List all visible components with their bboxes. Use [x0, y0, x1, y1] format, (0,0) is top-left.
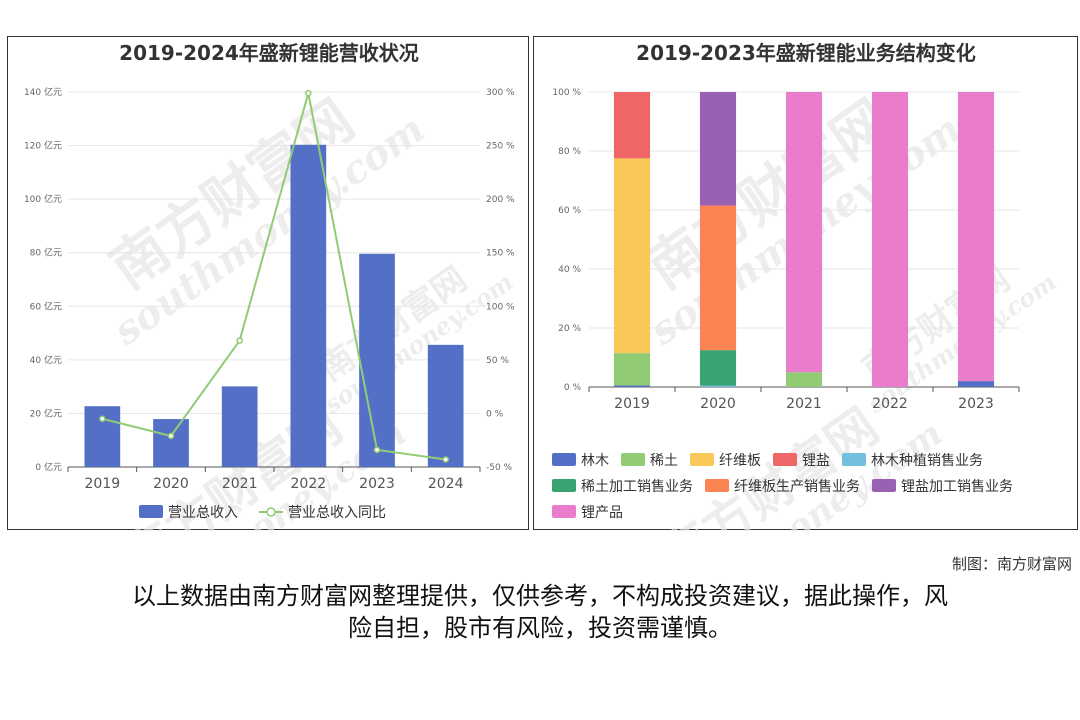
y-right-tick-label: -50 %: [486, 463, 513, 473]
legend-label-yoy: 营业总收入同比: [288, 505, 386, 521]
y-tick-label: 100 %: [552, 88, 581, 98]
bar-segment-2020-6: [699, 205, 737, 351]
y-right-tick-label: 250 %: [486, 142, 515, 152]
x-tick-label: 2022: [872, 396, 908, 412]
y-left-tick-label: 80 亿元: [30, 247, 62, 259]
yoy-point-2024: [442, 456, 449, 463]
bar-segment-2019-2: [613, 158, 651, 354]
bar-2020: [153, 419, 189, 467]
x-tick-label: 2021: [786, 396, 822, 412]
bar-segment-2022-8: [871, 92, 909, 387]
x-tick-label: 2023: [958, 396, 994, 412]
bar-segment-2023-0: [957, 381, 995, 387]
legend-label-3: 锂盐: [802, 453, 830, 469]
disclaimer-line-1: 以上数据由南方财富网整理提供，仅供参考，不构成投资建议，据此操作，风: [132, 582, 948, 610]
legend-swatch-revenue: [139, 505, 163, 518]
revenue-chart: 南方财富网southmoney.com南方财富网southmoney.com南方…: [24, 41, 518, 531]
yoy-point-2021: [236, 337, 243, 344]
bar-segment-2019-3: [613, 92, 651, 159]
chart-credit: 制图：南方财富网: [951, 555, 1072, 573]
y-left-tick-label: 40 亿元: [30, 354, 62, 366]
legend-swatch-1: [621, 453, 645, 466]
legend-label-5: 稀土加工销售业务: [581, 479, 693, 495]
y-left-tick-label: 20 亿元: [30, 407, 62, 419]
legend-swatch-2: [690, 453, 714, 466]
y-left-tick-label: 100 亿元: [24, 193, 62, 205]
y-left-tick-label: 120 亿元: [24, 140, 62, 152]
x-tick-label: 2020: [153, 476, 189, 492]
chart-title: 2019-2023年盛新锂能业务结构变化: [636, 41, 976, 65]
bar-segment-2021-1: [785, 372, 823, 387]
y-right-tick-label: 100 %: [486, 302, 515, 312]
bar-segment-2020-4: [699, 385, 737, 387]
legend-label-revenue: 营业总收入: [168, 505, 238, 521]
legend-swatch-3: [773, 453, 797, 466]
disclaimer: 以上数据由南方财富网整理提供，仅供参考，不构成投资建议，据此操作，风 险自担，股…: [0, 580, 1080, 644]
revenue-chart-panel: 南方财富网southmoney.com南方财富网southmoney.com南方…: [7, 36, 529, 531]
y-right-tick-label: 50 %: [486, 356, 509, 366]
x-tick-label: 2019: [85, 476, 121, 492]
bar-segment-2019-1: [613, 353, 651, 386]
y-left-tick-label: 60 亿元: [30, 300, 62, 312]
bar-2019: [84, 406, 121, 467]
y-tick-label: 40 %: [558, 265, 581, 275]
disclaimer-line-2: 险自担，股市有风险，投资需谨慎。: [348, 614, 732, 642]
y-tick-label: 80 %: [558, 147, 581, 157]
legend-swatch-yoy-dot: [266, 507, 276, 517]
bar-2022: [290, 144, 327, 467]
legend-label-7: 锂盐加工销售业务: [901, 479, 1013, 495]
chart-title: 2019-2024年盛新锂能营收状况: [119, 41, 419, 65]
legend-label-4: 林木种植销售业务: [871, 453, 983, 469]
bar-segment-2023-8: [957, 92, 995, 382]
x-tick-label: 2019: [614, 396, 650, 412]
bar-segment-2020-7: [699, 92, 737, 206]
yoy-point-2019: [99, 415, 106, 423]
y-left-tick-label: 140 亿元: [24, 86, 62, 98]
bar-segment-2020-5: [699, 350, 737, 386]
y-tick-label: 20 %: [558, 324, 581, 334]
legend-label-6: 纤维板生产销售业务: [734, 479, 860, 495]
legend-swatch-4: [842, 453, 866, 466]
y-right-tick-label: 0 %: [486, 409, 504, 419]
business-structure-chart-panel: 南方财富网southmoney.com南方财富网southmoney.com南方…: [533, 36, 1078, 531]
legend-swatch-8: [552, 505, 576, 518]
y-right-tick-label: 150 %: [486, 249, 515, 259]
yoy-point-2022: [305, 89, 312, 97]
y-right-tick-label: 200 %: [486, 195, 515, 205]
x-tick-label: 2020: [700, 396, 736, 412]
bar-2021: [221, 386, 258, 467]
legend-label-1: 稀土: [650, 453, 678, 469]
legend-swatch-0: [552, 453, 576, 466]
legend-swatch-6: [705, 479, 729, 492]
y-right-tick-label: 300 %: [486, 88, 515, 98]
y-tick-label: 0 %: [564, 383, 582, 393]
bar-2023: [359, 253, 395, 467]
x-tick-label: 2023: [359, 476, 395, 492]
yoy-line: [102, 92, 446, 461]
x-tick-label: 2024: [428, 476, 464, 492]
y-tick-label: 60 %: [558, 206, 581, 216]
legend-swatch-5: [552, 479, 576, 492]
legend-label-8: 锂产品: [581, 505, 623, 521]
x-tick-label: 2021: [222, 476, 258, 492]
legend-label-2: 纤维板: [719, 453, 761, 469]
bar-2024: [427, 344, 464, 467]
bar-segment-2021-8: [785, 92, 823, 373]
y-left-tick-label: 0 亿元: [35, 461, 62, 473]
yoy-point-2023: [373, 446, 381, 454]
legend-swatch-7: [872, 479, 896, 492]
x-tick-label: 2022: [291, 476, 327, 492]
yoy-point-2020: [167, 432, 175, 440]
legend-label-0: 林木: [581, 453, 609, 469]
bar-segment-2019-0: [613, 385, 651, 387]
business-structure-chart: 南方财富网southmoney.com南方财富网southmoney.com南方…: [552, 41, 1061, 531]
